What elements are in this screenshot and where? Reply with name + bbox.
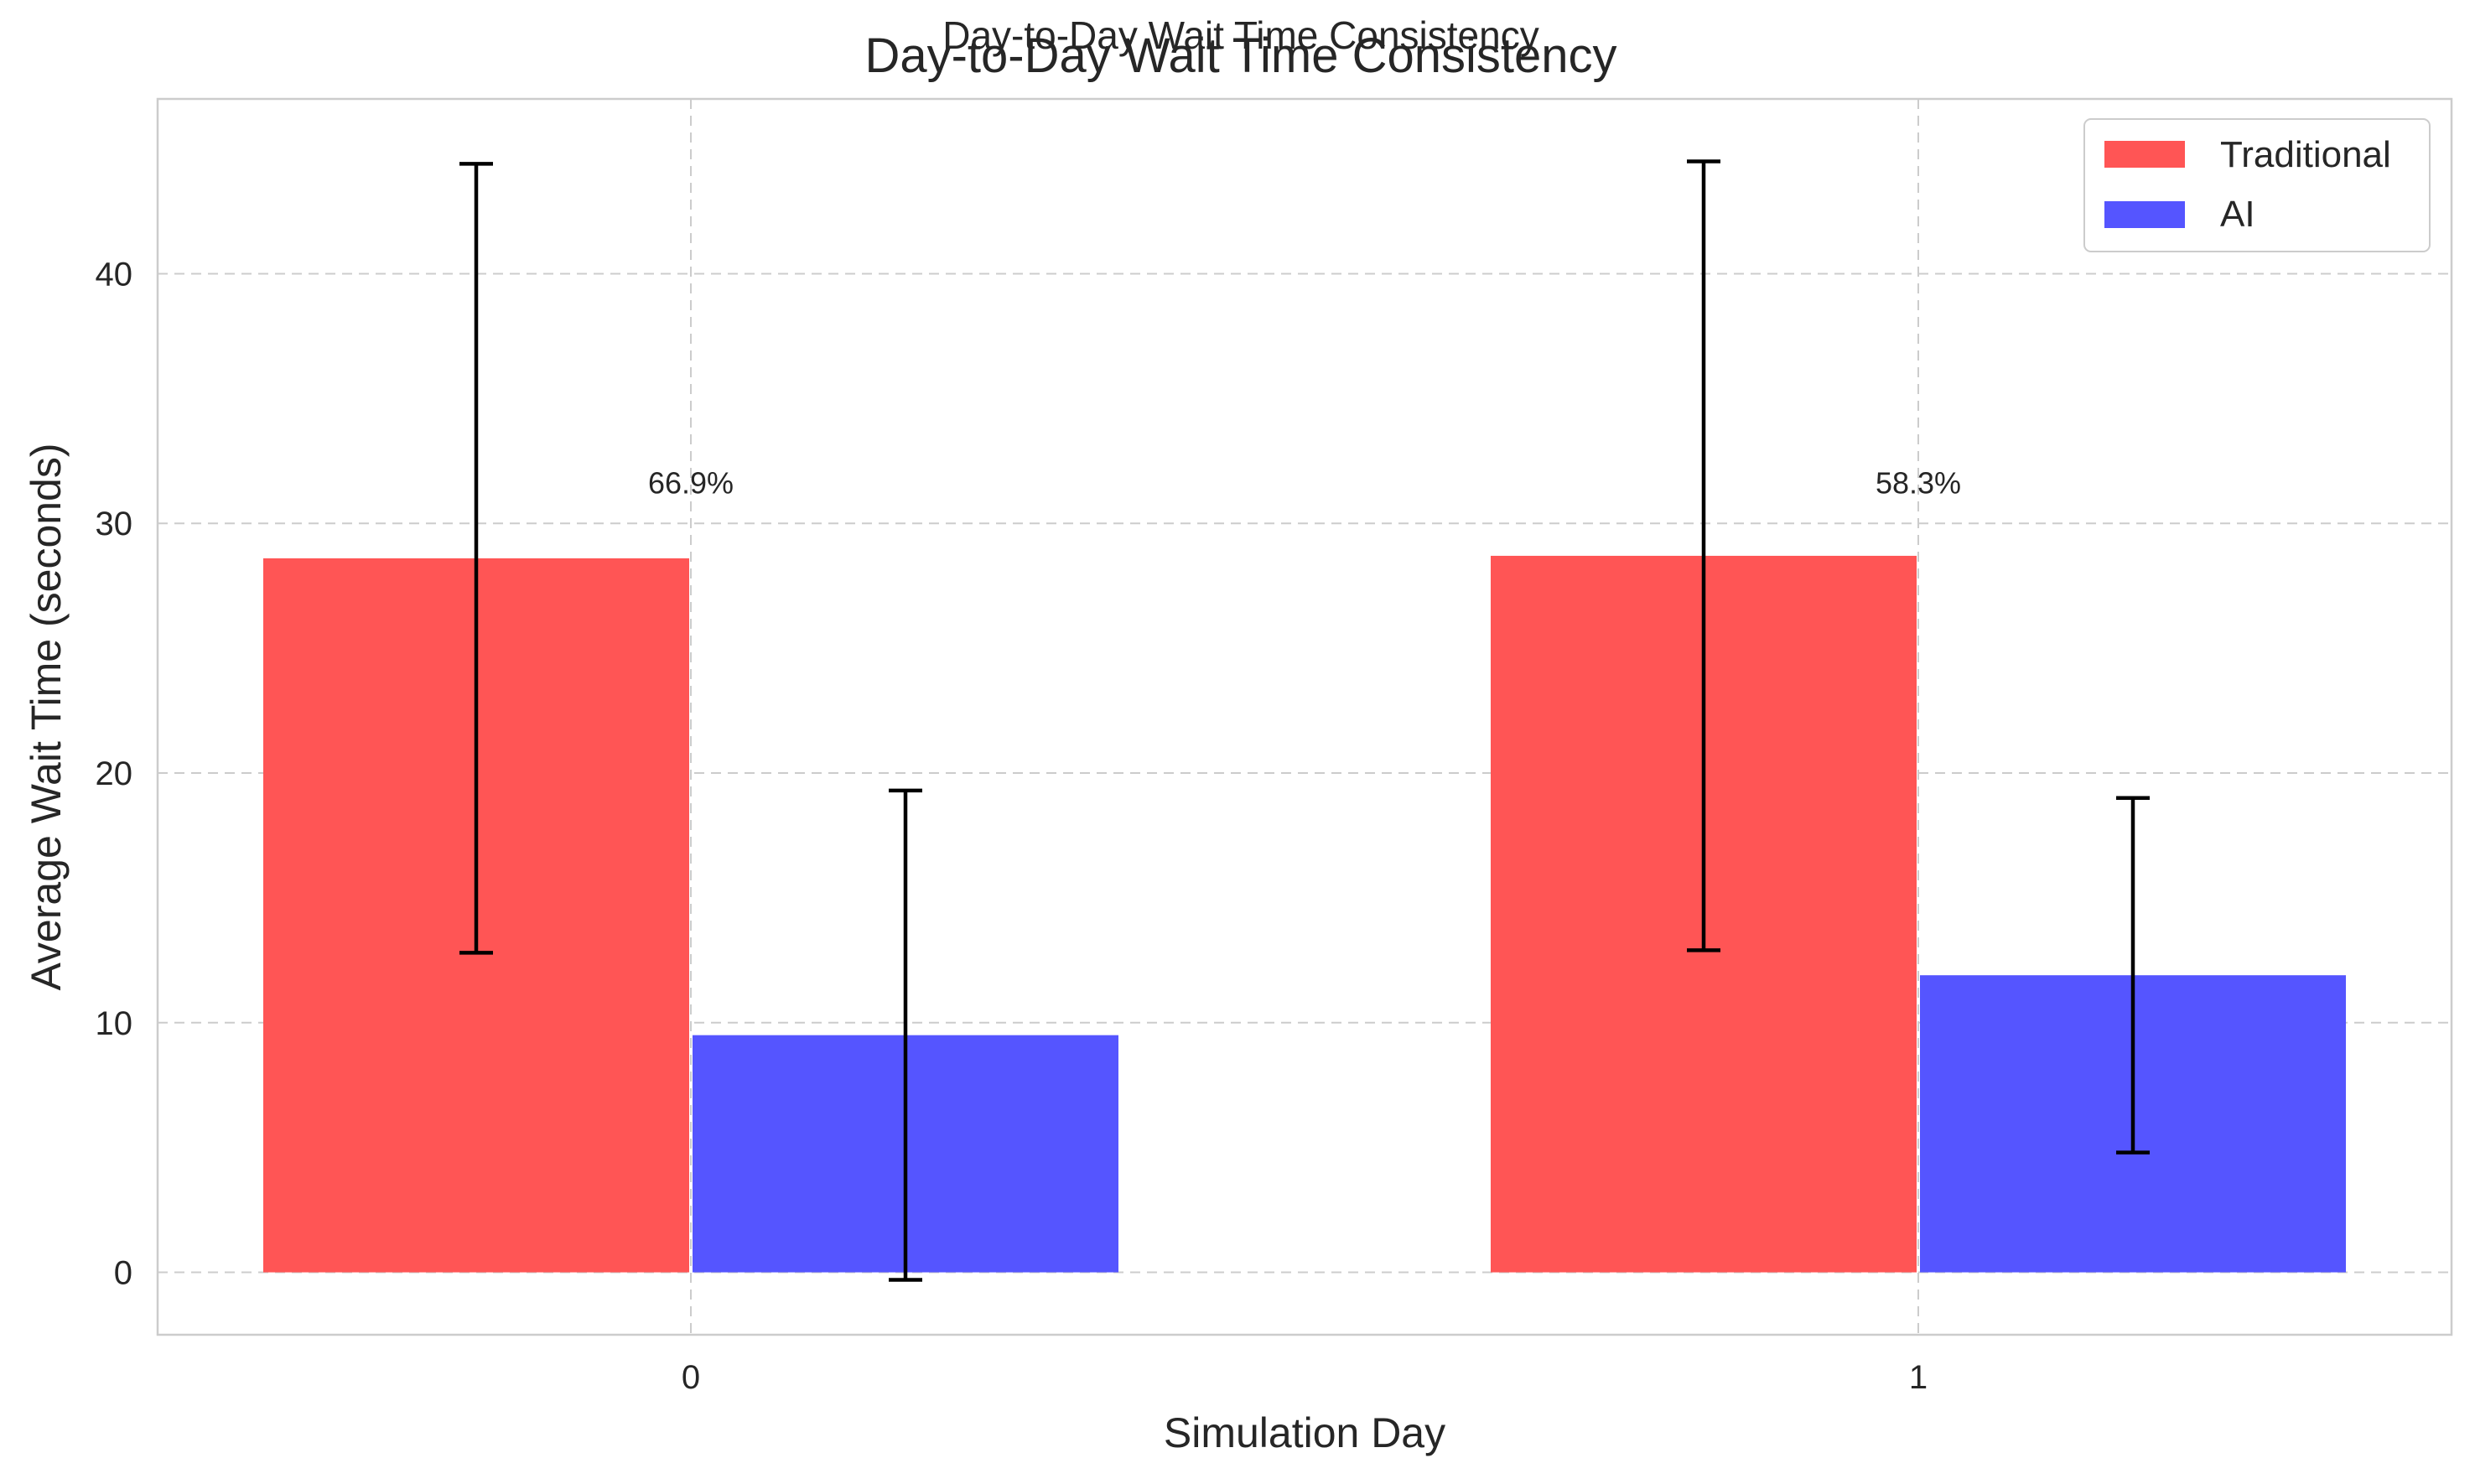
error-bar-traditional-day-0 <box>459 162 493 955</box>
error-bars-layer <box>459 159 2150 1282</box>
y-tick-label: 10 <box>96 1005 133 1042</box>
improvement-annotation: 58.3% <box>1876 465 1961 500</box>
y-tick-labels: 0 10 20 30 40 <box>96 256 133 1291</box>
plot-frame <box>156 97 2453 1336</box>
improvement-annotation: 66.9% <box>648 465 734 500</box>
error-bar-ai-day-0 <box>889 788 922 1282</box>
chart-subtitle: Day-to-Day Wait Time Consistency <box>942 13 1538 57</box>
y-tick-label: 40 <box>96 256 133 293</box>
legend-swatch-traditional <box>2104 141 2185 168</box>
y-tick-label: 20 <box>96 755 133 792</box>
legend-label-ai: AI <box>2220 194 2255 235</box>
legend-label-traditional: Traditional <box>2220 134 2391 175</box>
chart-title: Day-to-Day Wait Time Consistency <box>864 29 1616 83</box>
error-bar-traditional-day-1 <box>1687 159 1720 952</box>
bars-layer <box>263 555 2346 1273</box>
legend: Traditional AI <box>2083 118 2431 252</box>
error-bar-ai-day-1 <box>2116 796 2150 1155</box>
y-axis-label: Average Wait Time (seconds) <box>23 443 70 990</box>
legend-swatch-ai <box>2104 201 2185 228</box>
x-tick-label: 1 <box>1909 1359 1928 1396</box>
x-axis-label: Simulation Day <box>1164 1409 1445 1456</box>
x-tick-label: 0 <box>682 1359 700 1396</box>
annotations-layer: 66.9% 58.3% <box>648 465 1961 500</box>
y-tick-label: 0 <box>114 1255 132 1292</box>
y-tick-label: 30 <box>96 506 133 542</box>
